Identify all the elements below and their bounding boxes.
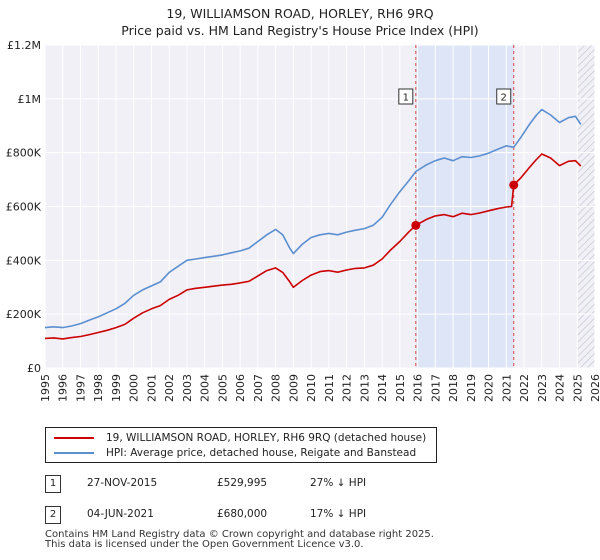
y-tick-label: £400K xyxy=(6,254,42,267)
x-tick-label: 1996 xyxy=(57,374,70,402)
x-tick-label: 2013 xyxy=(358,374,371,402)
y-tick-label: £800K xyxy=(6,147,42,160)
x-tick-label: 2002 xyxy=(163,374,176,402)
x-tick-label: 1998 xyxy=(92,374,105,402)
footer: Contains HM Land Registry data © Crown c… xyxy=(45,530,434,550)
x-tick-label: 2024 xyxy=(554,374,567,402)
x-tick-label: 2022 xyxy=(518,374,531,402)
transaction-marker-1: 1 xyxy=(45,475,61,493)
x-tick-label: 2021 xyxy=(500,374,513,402)
sale-point xyxy=(509,180,519,190)
legend-label-property: 19, WILLIAMSON ROAD, HORLEY, RH6 9RQ (de… xyxy=(106,432,427,444)
annotation-label: 1 xyxy=(403,93,409,104)
x-tick-label: 2006 xyxy=(234,374,247,402)
x-tick-label: 2012 xyxy=(341,374,354,402)
x-tick-label: 2018 xyxy=(447,374,460,402)
x-tick-label: 2001 xyxy=(145,374,158,402)
transaction-hpi-diff: 17% ↓ HPI xyxy=(310,508,367,520)
x-tick-label: 1999 xyxy=(110,374,123,402)
property-price-line xyxy=(44,153,582,340)
x-tick-label: 2023 xyxy=(536,374,549,402)
x-tick-label: 2020 xyxy=(483,374,496,402)
chart-subtitle: Price paid vs. HM Land Registry's House … xyxy=(121,23,479,38)
y-tick-label: £0 xyxy=(27,362,41,375)
x-tick-label: 2008 xyxy=(270,374,283,402)
legend-swatch-hpi xyxy=(54,452,94,454)
annotation-box xyxy=(398,88,414,105)
x-tick-label: 1995 xyxy=(39,374,52,402)
x-tick-label: 2019 xyxy=(465,374,478,402)
x-tick-label: 2015 xyxy=(394,374,407,402)
x-tick-label: 2004 xyxy=(199,374,212,402)
transaction-row: 2 04-JUN-2021 £680,000 17% ↓ HPI xyxy=(45,506,445,524)
x-tick-label: 2011 xyxy=(323,374,336,402)
transaction-price: £529,995 xyxy=(217,477,268,489)
x-tick-label: 2025 xyxy=(571,374,584,402)
x-tick-label: 2017 xyxy=(429,374,442,402)
footer-license: This data is licensed under the Open Gov… xyxy=(45,539,364,550)
y-tick-label: £1.2M xyxy=(7,39,41,52)
x-tick-label: 2026 xyxy=(589,374,600,402)
annotation-label: 2 xyxy=(501,93,507,104)
footer-copyright: Contains HM Land Registry data © Crown c… xyxy=(45,529,434,540)
x-tick-label: 2003 xyxy=(181,374,194,402)
legend-item-property: 19, WILLIAMSON ROAD, HORLEY, RH6 9RQ (de… xyxy=(54,431,426,445)
x-tick-label: 2010 xyxy=(305,374,318,402)
hpi-line xyxy=(44,108,582,329)
chart-title: 19, WILLIAMSON ROAD, HORLEY, RH6 9RQ xyxy=(166,6,434,21)
y-tick-label: £600K xyxy=(6,201,42,214)
legend: 19, WILLIAMSON ROAD, HORLEY, RH6 9RQ (de… xyxy=(45,427,437,463)
transaction-date: 27-NOV-2015 xyxy=(87,477,158,489)
legend-swatch-property xyxy=(54,437,94,439)
annotation-box xyxy=(496,88,512,105)
legend-label-hpi: HPI: Average price, detached house, Reig… xyxy=(106,447,417,459)
y-tick-label: £1M xyxy=(18,93,42,106)
x-tick-label: 1997 xyxy=(74,374,87,402)
sale-point xyxy=(411,220,421,230)
y-tick-label: £200K xyxy=(6,308,42,321)
price-chart: £0 £200K £400K £600K £800K £1M £1.2M 1995 1996 19… xyxy=(6,39,600,402)
transaction-price: £680,000 xyxy=(217,508,268,520)
x-tick-label: 2007 xyxy=(252,374,265,402)
transaction-date: 04-JUN-2021 xyxy=(87,508,154,520)
x-tick-label: 2016 xyxy=(412,374,425,402)
x-tick-label: 2000 xyxy=(128,374,141,402)
legend-item-hpi: HPI: Average price, detached house, Reig… xyxy=(54,446,416,460)
transaction-marker-2: 2 xyxy=(45,506,61,524)
x-tick-label: 2009 xyxy=(287,374,300,402)
transaction-hpi-diff: 27% ↓ HPI xyxy=(310,477,367,489)
x-tick-label: 2005 xyxy=(216,374,229,402)
transaction-row: 1 27-NOV-2015 £529,995 27% ↓ HPI xyxy=(45,475,445,493)
x-tick-label: 2014 xyxy=(376,374,389,402)
